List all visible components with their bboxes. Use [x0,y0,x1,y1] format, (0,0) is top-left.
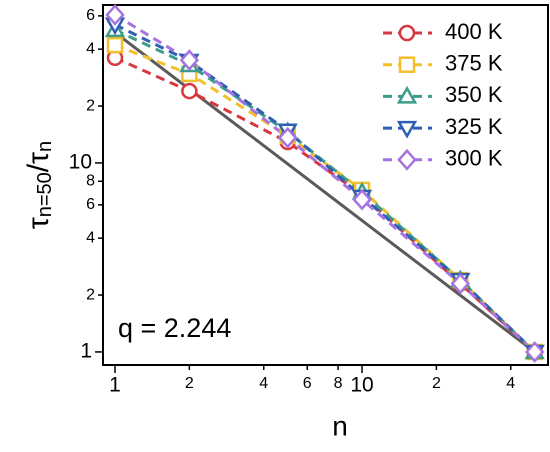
x-tick-label: 1 [109,374,121,397]
series-line [114,28,536,354]
y-tick-label: 4 [86,40,95,57]
legend-label: 400 K [445,19,503,44]
legend-label: 300 K [445,146,503,171]
marker [525,341,545,363]
y-tick-label: 1 [80,339,92,362]
fit-line [114,31,536,354]
x-tick-label: 6 [303,375,312,392]
x-tick-label: 4 [259,375,268,392]
legend-marker [396,120,418,139]
annotation: q = 2.244 [118,313,231,343]
legend-marker [398,24,416,42]
x-tick-label: 8 [334,375,343,392]
series-line [114,13,536,354]
x-tick-label: 10 [350,374,373,397]
legend-label: 350 K [445,82,503,107]
y-tick-label: 2 [86,286,95,303]
y-tick-label: 2 [86,97,95,114]
series-line [114,43,536,354]
x-axis-label: n [332,410,348,441]
marker [352,188,372,211]
series-line [114,23,536,354]
legend-marker [396,85,418,104]
marker [278,126,298,149]
marker [181,82,198,100]
y-axis-label-part: τ [22,217,55,229]
y-tick-label: 4 [86,229,95,246]
y-tick-label: 6 [86,7,95,24]
legend-label: 325 K [445,114,503,139]
x-tick-label: 2 [432,375,441,392]
series-line [114,56,536,354]
legend-marker [398,56,416,73]
plot-frame [102,4,549,366]
y-axis-label: τn=50/τn [22,141,56,229]
marker [450,272,471,295]
legend-label: 375 K [445,51,503,76]
y-axis-label-part: n=50 [34,172,56,217]
marker [179,49,200,71]
x-tick-label: 4 [506,375,515,392]
marker [106,36,124,54]
y-tick-label: 10 [69,150,92,173]
y-tick-label: 6 [86,196,95,213]
y-axis-label-part: n [34,141,56,152]
x-tick-label: 2 [185,375,194,392]
marker [105,4,125,26]
y-tick-label: 8 [86,172,95,189]
y-axis-label-part: /τ [22,152,55,172]
legend-marker [397,148,417,171]
